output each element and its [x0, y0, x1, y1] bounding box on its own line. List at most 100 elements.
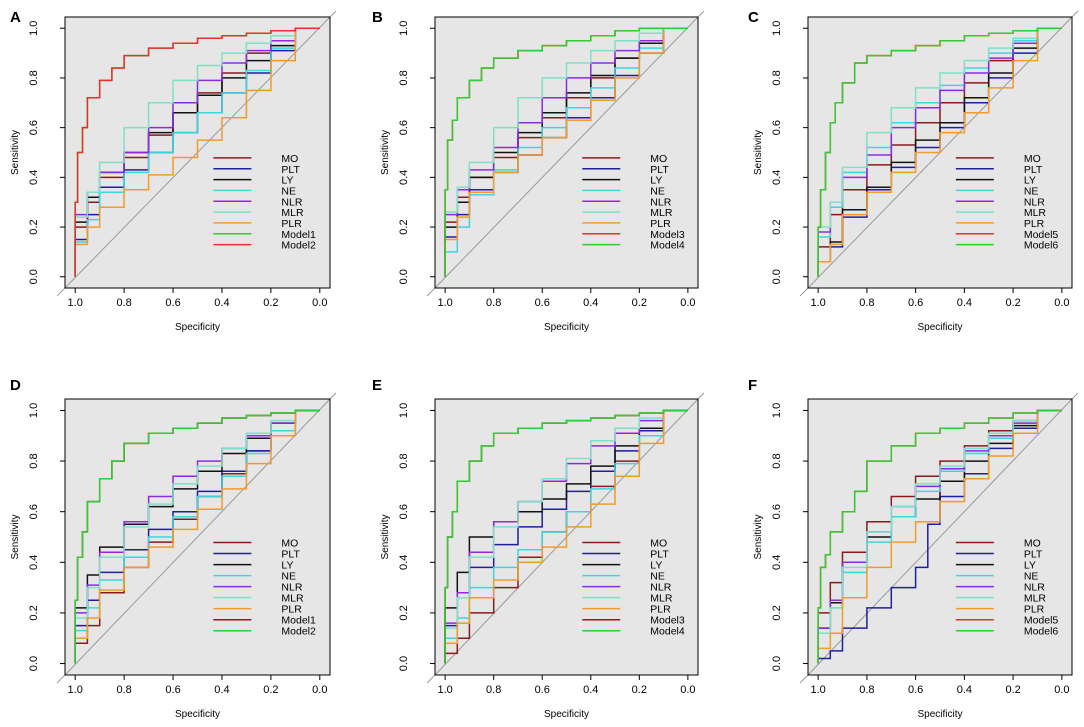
legend-label: LY — [650, 560, 662, 572]
diagonal-extension — [697, 392, 705, 400]
y-tick-label: 0.2 — [28, 605, 40, 620]
y-tick-label: 0.8 — [771, 70, 783, 85]
legend-label: Model2 — [281, 626, 316, 638]
panel-letter: D — [10, 377, 21, 394]
legend-label: PLT — [1024, 164, 1043, 176]
diagonal-extension — [329, 392, 337, 400]
y-tick-label: 0.6 — [398, 120, 410, 135]
legend-label: NLR — [1024, 196, 1045, 208]
y-tick-label: 0.8 — [28, 70, 40, 85]
roc-panel-e: E 1.0 0.8 0.6 0.4 0.2 0.0 0.0 0.2 0.4 0.6 0.8 1.0 Spe… — [372, 377, 705, 720]
panel-letter: A — [10, 9, 21, 26]
y-tick-label: 0.4 — [398, 170, 410, 185]
y-tick-label: 0.0 — [28, 656, 40, 671]
legend-label: MO — [1024, 538, 1041, 550]
panel-letter: F — [748, 377, 757, 394]
roc-curve-mlr — [444, 27, 688, 277]
legend-label: Model1 — [281, 615, 316, 627]
y-tick-label: 0.2 — [771, 219, 783, 234]
legend-label: NLR — [650, 582, 671, 594]
roc-curve-model2 — [74, 409, 320, 664]
y-tick-label: 0.6 — [771, 504, 783, 519]
diagonal-extension — [56, 674, 66, 684]
plot-frame — [64, 16, 331, 289]
legend-label: MO — [281, 538, 298, 550]
plot-frame — [434, 16, 699, 289]
x-tick-label: 0.0 — [680, 684, 695, 696]
diagonal-reference-line — [65, 399, 330, 675]
roc-curve-plr — [817, 27, 1062, 277]
x-tick-label: 0.4 — [957, 684, 972, 696]
y-tick-label: 0.0 — [398, 656, 410, 671]
plot-frame — [807, 398, 1073, 676]
y-tick-label: 0.6 — [28, 120, 40, 135]
legend-label: PLR — [650, 218, 671, 230]
legend-label: LY — [650, 175, 662, 187]
legend-label: NLR — [1024, 582, 1045, 594]
y-axis-title: Sensitivity — [380, 514, 391, 559]
roc-panel-d: D 1.0 0.8 0.6 0.4 0.2 0.0 0.0 0.2 0.4 0.6 0.8 1.0 Spe… — [10, 377, 337, 720]
x-tick-label: 0.6 — [535, 684, 550, 696]
y-axis-title: Sensitivity — [753, 130, 764, 175]
y-tick-label: 0.8 — [28, 453, 40, 468]
y-axis-title: Sensitivity — [10, 130, 21, 175]
y-tick-label: 0.0 — [771, 656, 783, 671]
y-tick-label: 0.8 — [398, 70, 410, 85]
x-axis-title: Specificity — [917, 709, 962, 720]
y-tick-label: 0.4 — [398, 555, 410, 570]
panel-letter: E — [372, 377, 382, 394]
legend-label: NE — [1024, 185, 1039, 197]
y-axis-title: Sensitivity — [10, 514, 21, 559]
x-tick-label: 0.8 — [859, 297, 874, 309]
legend-label: MLR — [281, 207, 304, 219]
legend-label: LY — [281, 560, 293, 572]
legend-label: MLR — [1024, 593, 1047, 605]
legend-label: Model5 — [1024, 615, 1059, 627]
roc-curve-mlr — [74, 409, 320, 664]
x-tick-label: 0.8 — [486, 684, 501, 696]
y-axis-title: Sensitivity — [753, 514, 764, 559]
x-tick-label: 1.0 — [68, 297, 83, 309]
x-tick-label: 0.6 — [908, 684, 923, 696]
x-tick-label: 1.0 — [437, 297, 452, 309]
x-tick-label: 0.8 — [859, 684, 874, 696]
x-tick-label: 0.4 — [583, 684, 598, 696]
roc-curve-mlr — [444, 409, 688, 664]
legend-label: Model4 — [650, 626, 685, 638]
x-tick-label: 0.2 — [263, 297, 278, 309]
legend-label: LY — [1024, 560, 1036, 572]
roc-curve-plr — [74, 27, 320, 277]
y-tick-label: 1.0 — [28, 21, 40, 36]
diagonal-reference-line — [435, 17, 698, 288]
diagonal-extension — [1071, 10, 1079, 18]
roc-curve-plr — [444, 27, 688, 277]
x-tick-label: 0.2 — [632, 684, 647, 696]
roc-curve-mlr — [817, 409, 1062, 664]
x-tick-label: 1.0 — [811, 684, 826, 696]
legend-label: MLR — [650, 593, 673, 605]
x-tick-label: 0.0 — [1054, 297, 1069, 309]
legend-label: NLR — [281, 582, 302, 594]
legend-label: Model1 — [281, 229, 316, 241]
plot-frame — [807, 16, 1073, 289]
y-tick-label: 0.2 — [28, 219, 40, 234]
legend-label: MO — [281, 153, 298, 165]
x-tick-label: 0.4 — [957, 297, 972, 309]
x-tick-label: 0.4 — [214, 684, 229, 696]
x-axis-title: Specificity — [917, 322, 962, 333]
legend-label: NE — [650, 571, 665, 583]
legend-label: Model2 — [281, 240, 316, 252]
diagonal-extension — [426, 674, 436, 684]
plot-frame — [64, 398, 331, 676]
legend-label: LY — [1024, 175, 1036, 187]
x-tick-label: 0.6 — [535, 297, 550, 309]
y-tick-label: 0.4 — [771, 555, 783, 570]
y-tick-label: 0.2 — [398, 219, 410, 234]
x-tick-label: 0.4 — [583, 297, 598, 309]
legend-label: PLT — [281, 164, 300, 176]
legend-label: PLT — [1024, 549, 1043, 561]
